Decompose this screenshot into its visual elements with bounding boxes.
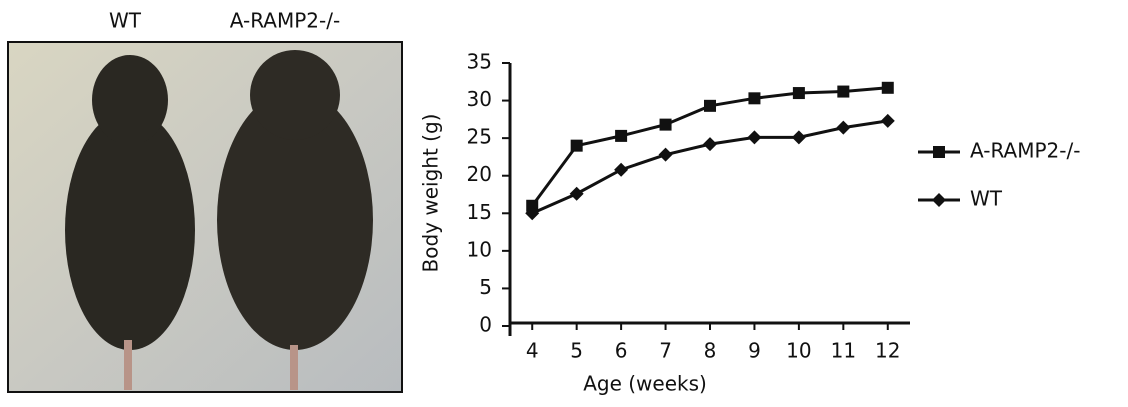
- data-point: [660, 119, 672, 131]
- data-point: [704, 100, 716, 112]
- x-axis-label: Age (weeks): [583, 372, 707, 396]
- photo-label: A-RAMP2-/-: [230, 9, 340, 33]
- x-tick-label: 12: [875, 339, 900, 363]
- data-point: [703, 137, 717, 151]
- x-tick-label: 6: [615, 339, 628, 363]
- x-tick-label: 11: [831, 339, 856, 363]
- data-point: [747, 130, 761, 144]
- data-point: [614, 163, 628, 177]
- data-point: [881, 114, 895, 128]
- x-tick-label: 7: [659, 339, 672, 363]
- data-point: [748, 92, 760, 104]
- y-tick-label: 5: [479, 275, 492, 299]
- data-point: [793, 87, 805, 99]
- y-tick-label: 10: [467, 237, 492, 261]
- data-point: [659, 148, 673, 162]
- y-tick-label: 15: [467, 200, 492, 224]
- y-axis-label: Body weight (g): [419, 114, 443, 273]
- y-tick-label: 30: [467, 87, 492, 111]
- photo: [8, 42, 402, 392]
- series-line: [532, 121, 888, 213]
- legend-label: A-RAMP2-/-: [970, 139, 1080, 163]
- x-tick-label: 10: [786, 339, 811, 363]
- y-tick-label: 20: [467, 162, 492, 186]
- y-tick-label: 25: [467, 125, 492, 149]
- data-point: [615, 130, 627, 142]
- x-tick-label: 9: [748, 339, 761, 363]
- y-tick-label: 0: [479, 313, 492, 337]
- data-point: [571, 140, 583, 152]
- x-tick-label: 4: [526, 339, 539, 363]
- legend-marker: [933, 146, 945, 158]
- data-point: [792, 130, 806, 144]
- figure: WT A-RAMP2-/- Age (weeks) Body weight (g…: [0, 0, 1128, 403]
- data-point: [570, 187, 584, 201]
- photo-label: WT: [109, 9, 142, 33]
- data-point: [837, 86, 849, 98]
- y-tick-label: 35: [467, 50, 492, 74]
- legend-marker: [932, 193, 946, 207]
- x-tick-label: 5: [570, 339, 583, 363]
- data-point: [836, 121, 850, 135]
- data-point: [882, 82, 894, 94]
- x-tick-label: 8: [704, 339, 717, 363]
- legend-label: WT: [970, 187, 1003, 211]
